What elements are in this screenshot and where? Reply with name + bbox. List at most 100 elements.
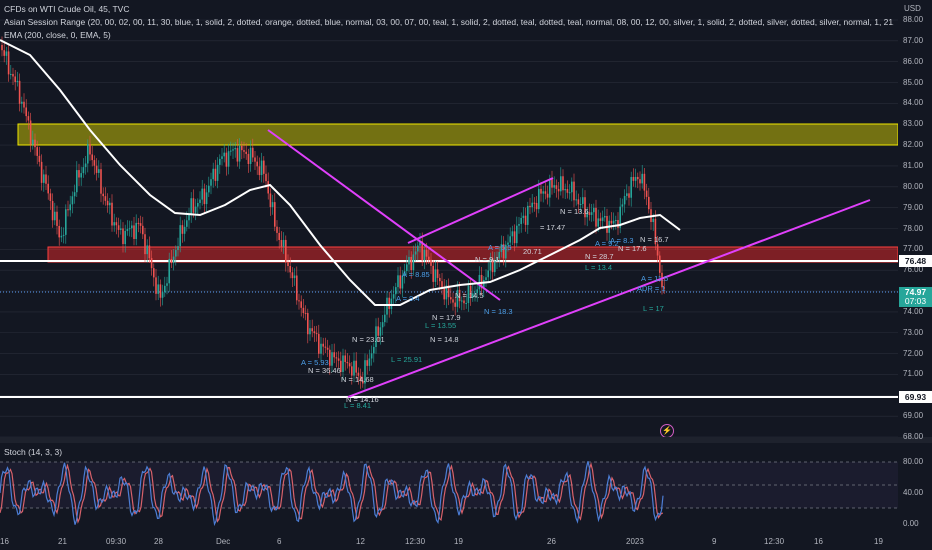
candle-body [447, 285, 450, 298]
candle-body [423, 249, 426, 261]
candle-body [219, 158, 221, 165]
price-tick: 86.00 [903, 56, 924, 66]
price-tick: 83.00 [903, 119, 924, 129]
pane-separator[interactable] [0, 437, 932, 443]
candle-body [267, 181, 269, 194]
candle-body [245, 151, 247, 154]
time-tick: Dec [216, 537, 231, 546]
candle-body [203, 188, 206, 205]
candle-body [353, 360, 355, 376]
candle-body [329, 349, 331, 366]
candle-body [285, 239, 287, 263]
price-tick: 88.00 [903, 15, 924, 24]
candle-body [630, 176, 632, 198]
session-annotation: L = 8.41 [344, 401, 371, 410]
candle-body [133, 225, 135, 239]
lightning-icon[interactable]: ⚡ [660, 424, 674, 438]
time-axis[interactable]: 16 21 09:30 28 Dec 6 12 12:30 19 26 2023 9 12:30 16 19 [0, 536, 932, 550]
candle-body [111, 202, 113, 226]
session-annotation: L = 13.55 [425, 321, 456, 330]
candle-body [84, 163, 87, 168]
candle-body [511, 231, 514, 237]
candle-body [71, 196, 74, 205]
candle-body [113, 222, 115, 226]
ema-200-line[interactable] [0, 39, 681, 306]
candle-body [652, 218, 654, 223]
stoch-chart[interactable] [0, 443, 898, 536]
candle-body [549, 178, 551, 198]
price-axis[interactable]: USD 88.00 87.00 86.00 85.00 84.00 83.00 82.00 8… [898, 0, 932, 441]
resistance-zone[interactable] [17, 123, 898, 146]
candle-body [36, 147, 38, 156]
candle-body [593, 207, 595, 213]
candle-body [249, 147, 252, 164]
candle-body [16, 80, 19, 82]
price-chart[interactable]: N = 13.6 = 17.47 N = 16.7N = 17.6 N = 23.01… [0, 0, 898, 437]
candle-body [454, 302, 456, 307]
session-annotation: A = 8.85 [402, 270, 430, 279]
candle-body [117, 225, 120, 230]
candle-body [276, 226, 278, 233]
candle-body [91, 154, 93, 161]
candle-body [14, 76, 16, 82]
session-annotation: N = 36.46 [308, 366, 341, 375]
candle-body [617, 220, 619, 228]
candle-body [309, 328, 311, 335]
candle-body [232, 149, 234, 151]
indicator-asian-session-range[interactable]: Asian Session Range (20, 00, 02, 00, 11,… [4, 17, 894, 27]
candle-body [205, 192, 208, 205]
candle-body [170, 258, 173, 264]
candle-body [124, 230, 126, 245]
candle-body [485, 277, 487, 281]
trendlines[interactable] [267, 129, 871, 398]
candle-body [502, 244, 505, 259]
candle-body [3, 50, 5, 56]
time-tick: 21 [58, 537, 67, 546]
time-tick: 12:30 [405, 537, 426, 546]
indicator-stoch[interactable]: Stoch (14, 3, 3) [4, 447, 63, 457]
candle-body [161, 292, 164, 298]
candle-body [639, 179, 641, 184]
chart-symbol-title[interactable]: CFDs on WTI Crude Oil, 45, TVC [4, 4, 130, 14]
trendline-up[interactable] [347, 199, 871, 398]
candle-body [89, 144, 91, 155]
candle-body [498, 251, 500, 259]
candle-body [500, 244, 503, 252]
price-tick: 81.00 [903, 160, 924, 170]
candle-body [155, 277, 157, 294]
candle-body [168, 258, 170, 284]
session-annotation: A = 9.4 [396, 294, 420, 303]
time-tick: 9 [712, 537, 717, 546]
candle-body [260, 160, 263, 176]
price-tag-current: 74.97 07:03 [899, 287, 932, 307]
price-tick: 79.00 [903, 202, 924, 212]
stoch-axis[interactable]: 80.00 40.00 0.00 [898, 443, 932, 536]
candle-body [320, 343, 322, 354]
candle-body [491, 258, 494, 273]
trendline-down[interactable] [267, 129, 501, 301]
candle-body [333, 352, 335, 358]
candle-body [377, 326, 379, 336]
price-tick: 85.00 [903, 77, 924, 87]
session-annotation: N = 17.6 [618, 244, 647, 253]
candle-body [227, 151, 230, 167]
candle-body [458, 289, 461, 302]
candle-body [216, 164, 219, 181]
trendline-channel-top[interactable] [407, 177, 554, 244]
candle-body [76, 170, 78, 193]
candle-body [465, 303, 467, 305]
candle-body [384, 314, 386, 323]
candle-body [615, 220, 617, 222]
candle-body [69, 204, 71, 211]
candle-body [45, 174, 47, 184]
candle-body [421, 241, 423, 261]
session-annotation: L = 25.91 [391, 355, 422, 364]
time-tick: 28 [154, 537, 163, 546]
indicator-ema[interactable]: EMA (200, close, 0, EMA, 5) [4, 30, 111, 40]
candle-body [443, 287, 445, 300]
candle-body [289, 266, 291, 273]
session-annotation: A = 11.5 [641, 274, 668, 283]
price-tick: 72.00 [903, 348, 924, 358]
candle-body [637, 176, 639, 180]
candle-body [619, 206, 621, 228]
